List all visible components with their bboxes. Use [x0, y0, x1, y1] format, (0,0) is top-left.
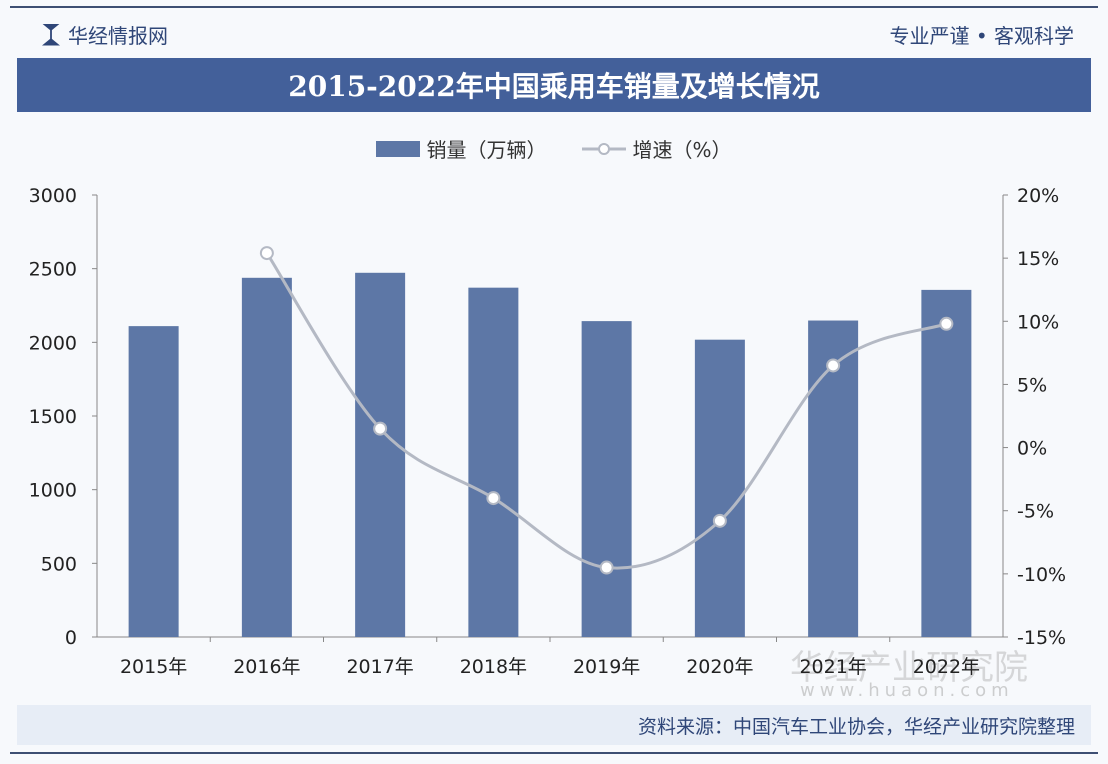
left-tick-label: 2000 — [29, 332, 77, 354]
bar-swatch — [376, 140, 421, 157]
brand-name: 华经情报网 — [68, 24, 168, 48]
source-bar: 资料来源：中国汽车工业协会，华经产业研究院整理 — [17, 705, 1091, 745]
right-tick-label: 20% — [1017, 185, 1059, 207]
left-tick-label: 2500 — [29, 259, 77, 281]
slogan: 专业严谨 • 客观科学 — [889, 24, 1074, 48]
growth-point — [259, 246, 274, 261]
line-swatch — [582, 142, 627, 155]
bar — [355, 272, 406, 637]
legend-item-sales: 销量（万辆） — [376, 134, 546, 163]
x-tick-label: 2021年 — [799, 656, 866, 678]
growth-point — [373, 421, 388, 436]
growth-point — [712, 513, 727, 528]
chart-title: 2015-2022年中国乘用车销量及增长情况 — [17, 58, 1091, 112]
left-tick-label: 1000 — [29, 480, 77, 502]
legend-label: 增速（%） — [632, 138, 732, 162]
left-tick-label: 500 — [41, 553, 77, 575]
growth-point — [599, 560, 614, 575]
watermark-url: www.huaon.com — [800, 680, 1014, 701]
legend-item-growth: 增速（%） — [582, 134, 732, 163]
x-tick-label: 2015年 — [120, 656, 187, 678]
growth-point — [486, 491, 501, 506]
bar — [128, 326, 179, 637]
x-tick-label: 2022年 — [913, 656, 980, 678]
right-tick-label: 10% — [1017, 311, 1059, 333]
source-text: 资料来源：中国汽车工业协会，华经产业研究院整理 — [637, 715, 1075, 738]
legend: 销量（万辆） 增速（%） — [0, 134, 1108, 163]
growth-point — [826, 358, 841, 373]
left-tick-label: 0 — [65, 627, 77, 649]
x-tick-label: 2020年 — [686, 656, 753, 678]
right-tick-label: 15% — [1017, 248, 1059, 270]
right-tick-label: 0% — [1017, 438, 1047, 460]
bar — [581, 321, 632, 637]
bar — [921, 289, 972, 637]
growth-point — [939, 316, 954, 331]
bar — [468, 287, 519, 637]
brand-logo: 华经情报网 — [42, 20, 168, 49]
legend-label: 销量（万辆） — [426, 138, 547, 162]
watermark: 华经产业研究院 — [790, 648, 1028, 688]
top-divider — [10, 6, 1098, 8]
left-tick-label: 3000 — [29, 185, 77, 207]
x-tick-label: 2016年 — [233, 656, 300, 678]
x-tick-label: 2018年 — [460, 656, 527, 678]
right-tick-label: -5% — [1017, 501, 1054, 523]
x-tick-label: 2019年 — [573, 656, 640, 678]
left-tick-label: 1500 — [29, 406, 77, 428]
bottom-divider — [10, 752, 1098, 754]
bar — [694, 339, 745, 637]
bar — [241, 277, 292, 637]
right-tick-label: 5% — [1017, 374, 1047, 396]
bar — [808, 320, 859, 637]
right-tick-label: -10% — [1017, 564, 1066, 586]
x-tick-label: 2017年 — [346, 656, 413, 678]
right-tick-label: -15% — [1017, 627, 1066, 649]
